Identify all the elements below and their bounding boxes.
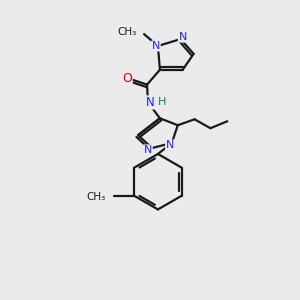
- Text: H: H: [158, 98, 166, 107]
- Text: N: N: [178, 32, 187, 42]
- Text: N: N: [144, 145, 152, 155]
- Text: O: O: [122, 72, 132, 85]
- Text: N: N: [146, 96, 154, 109]
- Text: N: N: [166, 140, 174, 150]
- Text: CH₃: CH₃: [86, 192, 105, 202]
- Text: CH₃: CH₃: [118, 27, 137, 37]
- Text: N: N: [152, 41, 160, 51]
